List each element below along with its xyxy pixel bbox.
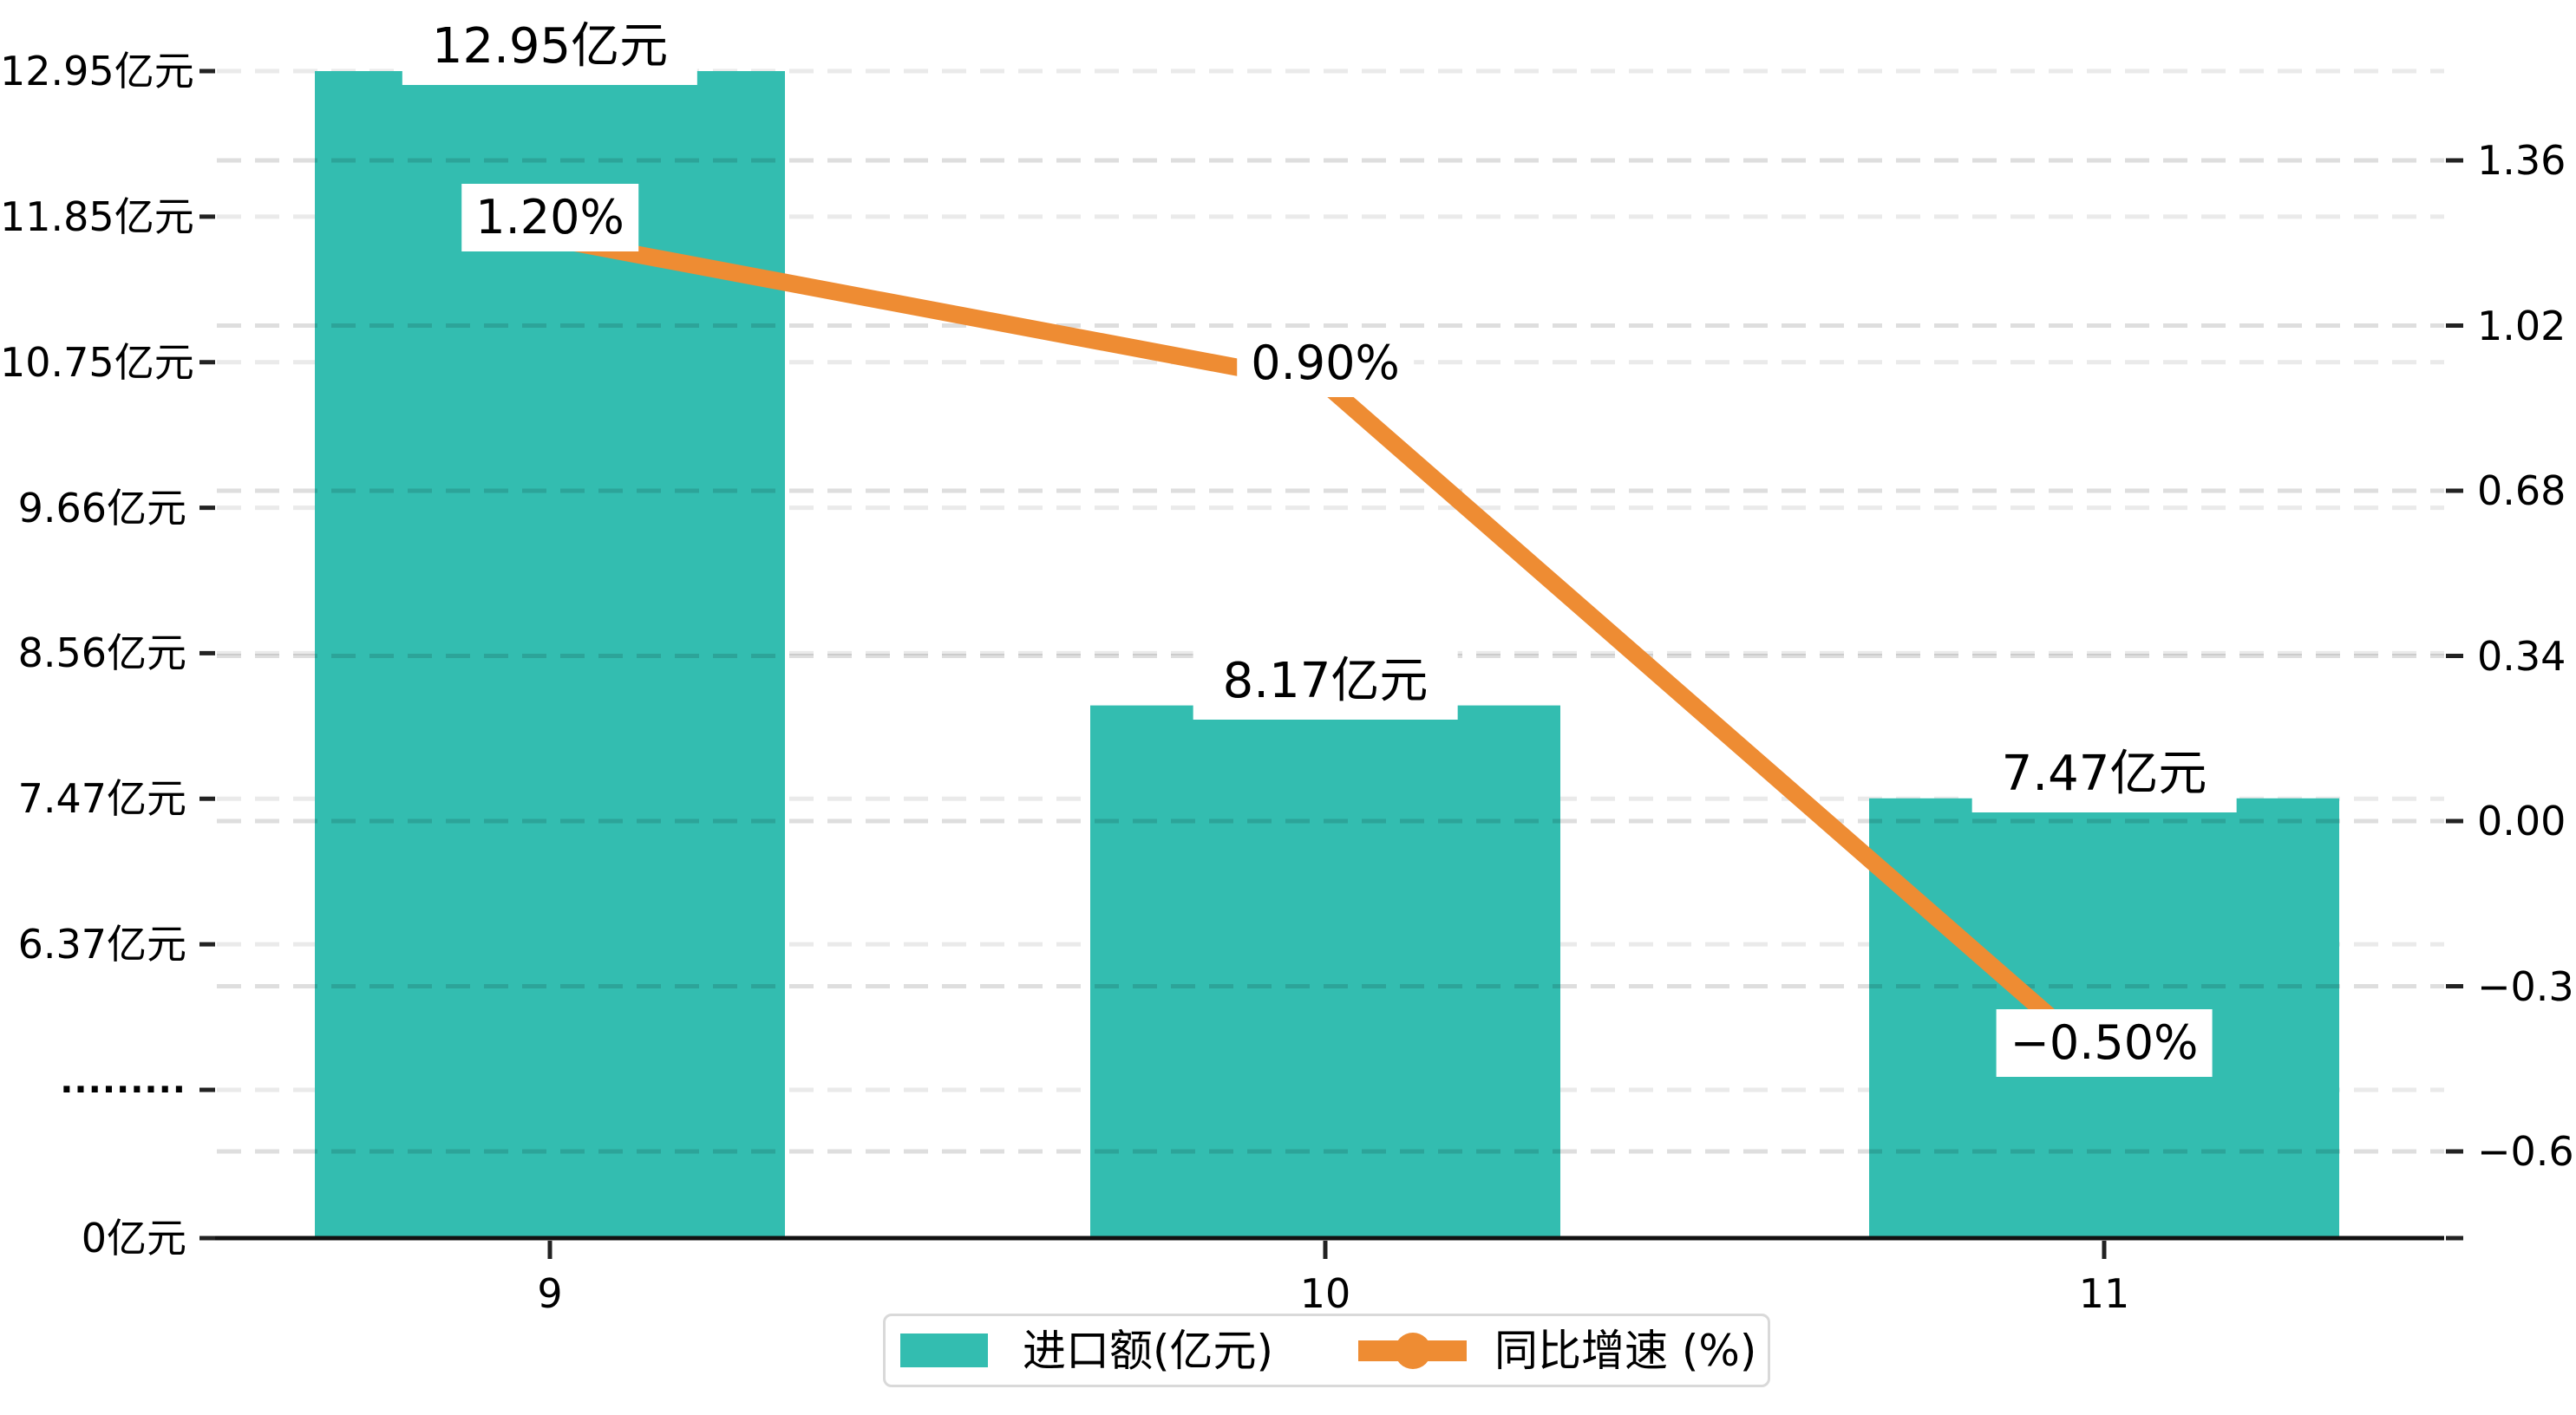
bar-10[interactable] — [1090, 705, 1560, 1238]
line-value-label: 1.20% — [461, 183, 638, 251]
legend-label-growth: 同比增速 (%) — [1494, 1325, 1757, 1376]
left-axis-tick-label: 6.37亿元 — [17, 921, 186, 968]
right-axis-tick-label: 0.34 — [2477, 632, 2566, 680]
left-axis-tick-label: 8.56亿元 — [17, 629, 186, 677]
left-axis-tick-label: 10.75亿元 — [0, 338, 194, 386]
line-value-label: 0.90% — [1237, 329, 1414, 397]
legend-item-growth[interactable]: 同比增速 (%) — [1358, 1329, 1756, 1373]
x-axis-tick-label: 10 — [1299, 1270, 1351, 1317]
left-axis-tick-label: 9.66亿元 — [17, 484, 186, 531]
right-axis-tick-label: 1.36 — [2477, 137, 2566, 184]
left-axis-tick-label: 7.47亿元 — [17, 775, 186, 823]
left-axis-tick-label: 11.85亿元 — [0, 192, 194, 240]
left-axis-tick-label: 12.95亿元 — [0, 48, 194, 95]
x-axis-tick-label: 9 — [537, 1270, 563, 1317]
bar-value-label: 8.17亿元 — [1193, 642, 1458, 720]
legend: 进口额(亿元) 同比增速 (%) — [883, 1314, 1770, 1387]
line-dot-icon — [1358, 1332, 1468, 1369]
line-value-label: −0.50% — [1996, 1009, 2213, 1078]
left-axis-break-label: ········· — [60, 1070, 186, 1110]
right-axis-tick-label: −0.68 — [2477, 1128, 2576, 1175]
right-axis-tick-label: 0.00 — [2477, 798, 2566, 844]
right-axis-tick-label: 1.02 — [2477, 302, 2566, 349]
bar-swatch-icon — [900, 1333, 988, 1367]
x-axis-tick-label: 11 — [2078, 1270, 2130, 1317]
right-axis-tick-label: 0.68 — [2477, 467, 2566, 514]
right-axis-tick-label: −0.34 — [2477, 962, 2576, 1010]
bar-value-label: 12.95亿元 — [402, 9, 698, 85]
bar-value-label: 7.47亿元 — [1971, 735, 2237, 812]
left-axis-tick-label: 0亿元 — [81, 1215, 186, 1262]
legend-label-imports: 进口额(亿元) — [1023, 1325, 1274, 1376]
axes — [199, 68, 2463, 1259]
legend-item-imports[interactable]: 进口额(亿元) — [900, 1329, 1273, 1373]
